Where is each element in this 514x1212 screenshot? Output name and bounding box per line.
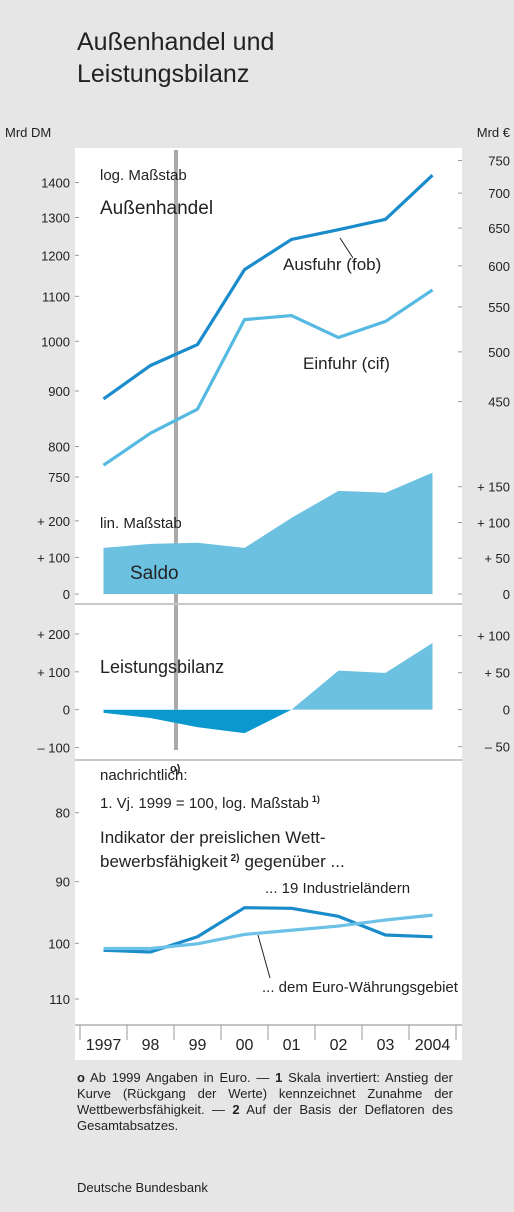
indicator-title: bewerbsfähigkeit (100, 852, 228, 871)
footnotes: o Ab 1999 Angaben in Euro. — 1 Skala inv… (77, 1070, 453, 1134)
y2-tick-label: 650 (488, 221, 510, 236)
annotation: bewerbsfähigkeit 2) gegenüber ... (100, 852, 345, 871)
y-tick-label: 1200 (41, 248, 70, 263)
y-tick-label: + 200 (37, 514, 70, 529)
y-tick-label: 1300 (41, 211, 70, 226)
y-tick-label: 0 (63, 703, 70, 718)
x-tick-label: 99 (189, 1037, 207, 1054)
chart: Außenhandel und Leistungsbilanz Mrd DM M… (5, 28, 511, 1060)
y-tick-label: 0 (63, 587, 70, 602)
y-tick-label: 90 (56, 875, 70, 890)
annotation: log. Maßstab (100, 167, 187, 184)
y2-tick-label: 500 (488, 345, 510, 360)
euro-marker: o) (170, 763, 181, 775)
x-tick-label: 1997 (86, 1037, 122, 1054)
x-tick-label: 2004 (415, 1037, 451, 1054)
y2-tick-label: + 100 (477, 515, 510, 530)
y2-tick-label: + 100 (477, 629, 510, 644)
y-tick-label: 110 (49, 992, 70, 1007)
footnote-marker: 1 (275, 1070, 283, 1085)
annotation: nachrichtlich: (100, 767, 188, 784)
y-tick-label: + 100 (37, 550, 70, 565)
annotation: Außenhandel (100, 198, 213, 219)
footnote: Auf der Basis der Deflatoren des Gesamta… (77, 1102, 453, 1133)
x-tick-label: 03 (377, 1037, 395, 1054)
y-tick-label: 800 (48, 440, 70, 455)
y2-tick-label: 600 (488, 259, 510, 274)
series-label: Einfuhr (cif) (303, 354, 390, 373)
chart-title: Leistungsbilanz (77, 60, 249, 88)
y2-tick-label: + 150 (477, 480, 510, 495)
y-axis-unit: Mrd DM (5, 125, 51, 140)
chart-title: Außenhandel und (77, 28, 274, 56)
leader-line (339, 237, 354, 259)
footnote-ref: 2) (231, 853, 240, 864)
indicator-title: gegenüber ... (244, 852, 344, 871)
series-label: Saldo (130, 563, 179, 584)
y2-tick-label: 750 (488, 154, 510, 169)
y2-tick-label: 0 (503, 587, 510, 602)
y2-tick-label: 550 (488, 300, 510, 315)
y2-tick-label: – 50 (485, 740, 510, 755)
x-tick-label: 02 (330, 1037, 348, 1054)
x-tick-label: 01 (283, 1037, 301, 1054)
annotation: Indikator der preislichen Wett- (100, 828, 326, 847)
series-label: Leistungsbilanz (100, 657, 224, 677)
y2-tick-label: 450 (488, 395, 510, 410)
footnote-marker: 2 (232, 1102, 240, 1117)
y-tick-label: – 100 (37, 741, 70, 756)
series-label: ... 19 Industrieländern (265, 880, 410, 897)
area-negative (103, 710, 291, 734)
footnote-marker: o (77, 1070, 85, 1085)
series-label: Ausfuhr (fob) (283, 255, 381, 274)
y2-axis-unit: Mrd € (477, 125, 511, 140)
y-tick-label: 750 (48, 470, 70, 485)
line (103, 913, 433, 951)
y-tick-label: + 100 (37, 665, 70, 680)
x-tick-label: 98 (142, 1037, 160, 1054)
y-tick-label: 100 (48, 936, 70, 951)
footnote-ref: 1) (312, 794, 320, 804)
area (103, 472, 433, 594)
y-tick-label: 80 (56, 806, 70, 821)
y-tick-label: 900 (48, 384, 70, 399)
scale-note: 1. Vj. 1999 = 100, log. Maßstab (100, 795, 309, 812)
leader-line (257, 934, 271, 979)
y-tick-label: + 200 (37, 627, 70, 642)
y-tick-label: 1100 (42, 289, 70, 304)
footnote: Ab 1999 Angaben in Euro. — (90, 1070, 270, 1085)
line (102, 288, 434, 467)
series-label: ... dem Euro-Währungsgebiet (262, 979, 459, 996)
y-tick-label: 1400 (41, 176, 70, 191)
source: Deutsche Bundesbank (77, 1180, 208, 1195)
annotation: 1. Vj. 1999 = 100, log. Maßstab 1) (100, 794, 320, 812)
y2-tick-label: + 50 (484, 666, 510, 681)
y2-tick-label: 700 (488, 186, 510, 201)
y2-tick-label: 0 (503, 703, 510, 718)
footnote: Skala invertiert: Anstieg der Kurve (Rüc… (77, 1070, 453, 1117)
line (102, 174, 434, 401)
euro-marker-line (174, 150, 178, 750)
x-tick-label: 00 (236, 1037, 254, 1054)
y2-tick-label: + 50 (484, 551, 510, 566)
y-tick-label: 1000 (41, 334, 70, 349)
annotation: lin. Maßstab (100, 515, 182, 532)
line (103, 906, 433, 954)
